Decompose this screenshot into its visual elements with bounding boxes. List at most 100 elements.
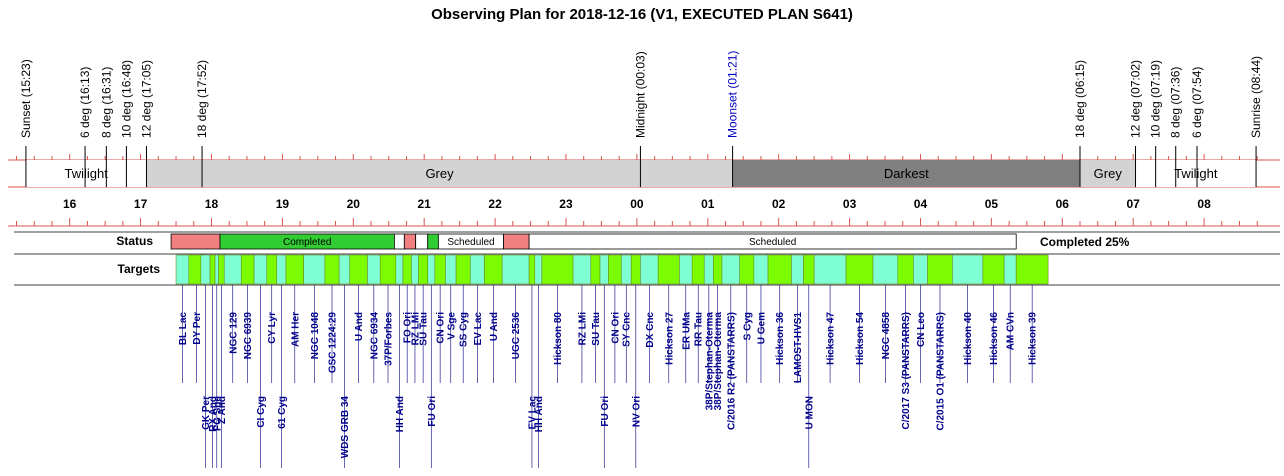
target-label: 61 Cyg — [277, 396, 288, 429]
target-block — [640, 254, 659, 285]
target-label: Z And — [217, 396, 228, 424]
target-block — [528, 254, 536, 285]
target-block — [691, 254, 705, 285]
target-block — [913, 254, 928, 285]
period-label: Grey — [1094, 166, 1123, 181]
target-block — [445, 254, 457, 285]
target-block — [455, 254, 471, 285]
target-block — [679, 254, 693, 285]
target-block — [223, 254, 242, 285]
target-block — [276, 254, 287, 285]
target-label: FG Sge — [212, 396, 223, 431]
target-label: CN Ori — [610, 312, 621, 344]
target-label: SS Cyg — [459, 312, 470, 347]
chart-title: Observing Plan for 2018-12-16 (V1, EXECU… — [431, 6, 853, 23]
target-label: CY Lyr — [267, 312, 278, 344]
target-label: SY Cnc — [622, 312, 633, 347]
target-label: AM Her — [290, 312, 301, 347]
target-block — [897, 254, 914, 285]
target-label: CI Cyg — [256, 396, 267, 428]
target-label: SU Tau — [591, 312, 602, 346]
target-block — [753, 254, 769, 285]
target-label: AM CVn — [1006, 312, 1017, 350]
period-label: Darkest — [884, 166, 929, 181]
hour-label: 19 — [276, 197, 290, 211]
status-segment-label: Scheduled — [447, 237, 494, 248]
event-label: Moonset (01:21) — [726, 51, 740, 138]
period-segment — [1080, 160, 1136, 187]
target-block — [253, 254, 268, 285]
target-label: Hickson 54 — [855, 312, 866, 365]
target-label: FU Ori — [600, 396, 611, 427]
target-block — [379, 254, 397, 285]
period-segment — [146, 160, 733, 187]
target-label: Hickson 46 — [989, 312, 1000, 365]
target-label: ER UMa — [681, 312, 692, 350]
event-markers: Sunset (15:23) 6 deg (16:13) 8 deg (16:31)… — [19, 51, 1263, 187]
target-label: NGC 6934 — [369, 312, 380, 360]
target-block — [1003, 254, 1017, 285]
target-block — [501, 254, 530, 285]
target-label: Hickson 40 — [963, 312, 974, 365]
target-block — [739, 254, 755, 285]
target-block — [1015, 254, 1049, 285]
target-label: LAMOST-HVS1 — [793, 312, 804, 384]
target-block — [411, 254, 419, 285]
target-block — [813, 254, 847, 285]
target-label: Hickson 39 — [1028, 312, 1039, 365]
event-label: Midnight (00:03) — [633, 51, 647, 138]
target-block — [767, 254, 792, 285]
target-block — [872, 254, 899, 285]
target-block — [713, 254, 723, 285]
target-label: EV Lac — [527, 396, 538, 430]
period-label: Grey — [425, 166, 454, 181]
period-band: Twilight Grey Darkest Grey Twilight — [25, 160, 1257, 187]
targets-row-label: Targets — [118, 262, 161, 276]
event-label: 12 deg (07:02) — [1129, 60, 1143, 138]
target-label: V Sge — [446, 312, 457, 340]
target-label: RR Tau — [694, 312, 705, 346]
target-label: WDS GRB 34 — [340, 396, 351, 459]
hour-label: 00 — [630, 197, 644, 211]
hour-label: 21 — [418, 197, 432, 211]
target-label: NGC 129 — [228, 312, 239, 354]
target-label: 38P/Stephan-Oterma — [704, 312, 715, 411]
target-label: RZ LMi — [577, 312, 588, 346]
status-segment — [170, 233, 221, 250]
status-segment-label: Scheduled — [749, 237, 796, 248]
hour-label: 18 — [205, 197, 219, 211]
target-block — [534, 254, 543, 285]
hour-label: 07 — [1127, 197, 1141, 211]
target-block — [434, 254, 446, 285]
target-block — [927, 254, 953, 285]
target-label: U And — [354, 312, 365, 341]
target-block — [982, 254, 1005, 285]
target-block — [803, 254, 815, 285]
target-block — [599, 254, 609, 285]
target-label: Hickson 80 — [553, 312, 564, 365]
target-label: FU Ori — [427, 396, 438, 427]
target-label: CN Leo — [916, 312, 927, 347]
status-segment — [503, 233, 530, 250]
target-label: DY Per — [192, 312, 203, 345]
target-label: GK Per — [201, 396, 212, 430]
target-label: CN Ori — [436, 312, 447, 344]
hour-label: 23 — [559, 197, 573, 211]
target-block — [218, 254, 225, 285]
status-segment — [427, 233, 439, 250]
hour-label: 01 — [701, 197, 715, 211]
target-label: NGC 1048 — [310, 312, 321, 360]
event-label: 6 deg (16:13) — [78, 67, 92, 138]
target-label: U And — [489, 312, 500, 341]
hour-ticks — [16, 154, 1258, 226]
target-label: C/2015 O1 (PANSTARRS) — [935, 312, 946, 431]
target-label: HH And — [395, 396, 406, 432]
target-block — [367, 254, 381, 285]
target-block — [402, 254, 412, 285]
target-block — [608, 254, 622, 285]
target-label: DX Cnc — [645, 312, 656, 348]
target-label: 37P/Forbes — [384, 312, 395, 366]
status-segment — [415, 233, 429, 250]
target-label: FO Ori — [403, 312, 414, 343]
